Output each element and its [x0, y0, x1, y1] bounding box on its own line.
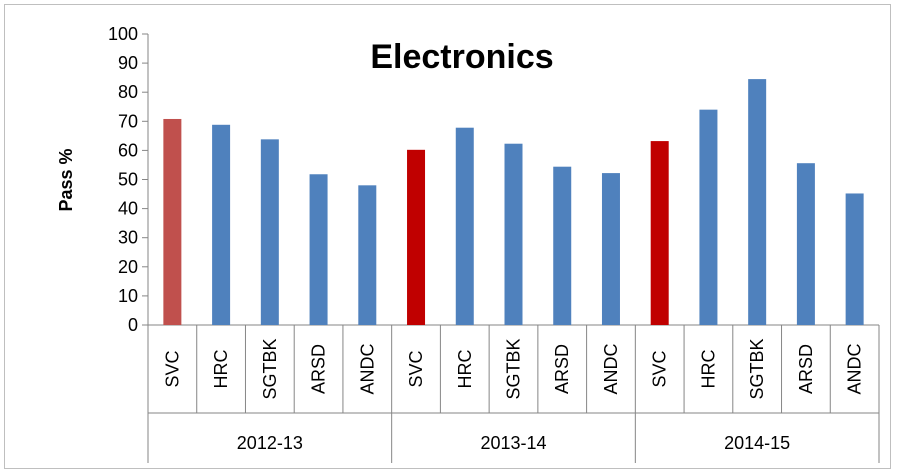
y-tick-label: 100: [108, 24, 138, 44]
x-tick-label: HRC: [455, 350, 475, 389]
bar-svc: [650, 141, 669, 325]
bar-andc: [358, 185, 377, 325]
bar-hrc: [455, 127, 474, 326]
bar-svc: [407, 149, 426, 325]
group-label: 2013-14: [480, 433, 546, 453]
y-tick-label: 40: [118, 199, 138, 219]
bar-svc: [163, 118, 182, 325]
chart-title: Electronics: [370, 38, 553, 76]
x-tick-label: HRC: [698, 350, 718, 389]
x-tick-label: ARSD: [796, 344, 816, 394]
group-label: 2012-13: [237, 433, 303, 453]
bar-andc: [601, 173, 620, 325]
x-tick-label: SGTBK: [747, 338, 767, 399]
y-tick-label: 80: [118, 82, 138, 102]
bar-sgtbk: [748, 79, 767, 325]
x-tick-label: SGTBK: [260, 338, 280, 399]
x-tick-label: ARSD: [309, 344, 329, 394]
x-tick-label: ANDC: [357, 343, 377, 394]
y-tick-label: 60: [118, 140, 138, 160]
x-tick-label: SGTBK: [504, 338, 524, 399]
bar-arsd: [796, 163, 815, 325]
bar-sgtbk: [504, 143, 523, 325]
group-label: 2014-15: [724, 433, 790, 453]
bar-hrc: [699, 109, 718, 325]
y-tick-label: 0: [128, 315, 138, 335]
bar-arsd: [553, 166, 572, 325]
chart-frame: [4, 4, 891, 469]
x-tick-label: ARSD: [552, 344, 572, 394]
bar-arsd: [309, 174, 328, 325]
y-tick-label: 50: [118, 170, 138, 190]
y-tick-label: 70: [118, 111, 138, 131]
x-tick-label: HRC: [211, 350, 231, 389]
bar-sgtbk: [260, 139, 279, 325]
x-tick-label: ANDC: [601, 343, 621, 394]
y-axis-title: Pass %: [56, 148, 76, 211]
x-tick-label: ANDC: [845, 343, 865, 394]
bar-hrc: [212, 124, 231, 326]
x-tick-label: SVC: [162, 350, 182, 387]
x-tick-label: SVC: [406, 350, 426, 387]
y-tick-label: 10: [118, 286, 138, 306]
y-tick-label: 20: [118, 257, 138, 277]
y-tick-label: 30: [118, 228, 138, 248]
y-tick-label: 90: [118, 53, 138, 73]
x-tick-label: SVC: [650, 350, 670, 387]
bar-andc: [845, 193, 864, 325]
